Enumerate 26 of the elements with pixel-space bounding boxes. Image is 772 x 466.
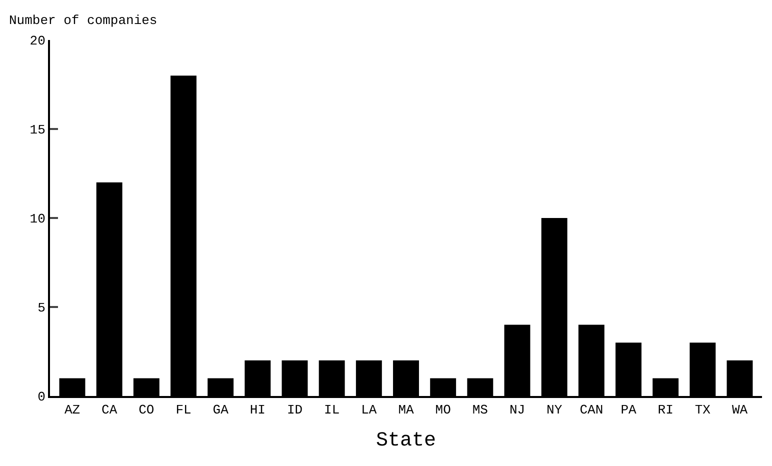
x-tick-label: NJ [509, 402, 526, 418]
x-tick-label: RI [658, 402, 674, 418]
x-tick-label: WA [732, 402, 748, 418]
x-tick-label: CAN [580, 402, 604, 418]
x-tick-label: ID [286, 402, 303, 418]
x-tick-label: TX [694, 402, 711, 418]
x-tick-label: MA [398, 402, 414, 418]
y-tick-label: 20 [30, 34, 46, 49]
x-tick-label: CO [138, 402, 154, 418]
x-tick-label: PA [620, 402, 636, 418]
x-tick-label: HI [250, 402, 266, 418]
y-tick-label: 10 [30, 212, 46, 227]
y-tick-label: 0 [38, 390, 46, 405]
x-tick-label: LA [361, 402, 377, 418]
y-tick-label: 15 [30, 122, 46, 138]
y-tick-label: 5 [38, 300, 46, 316]
x-tick-label: MS [472, 402, 488, 418]
y-axis-title: Number of companies [9, 13, 158, 28]
x-axis-title: State [376, 430, 436, 453]
x-tick-label: CA [102, 402, 118, 418]
x-tick-label: GA [212, 402, 229, 418]
x-tick-label: NY [546, 402, 562, 418]
x-tick-label: IL [324, 402, 340, 418]
x-tick-label: FL [176, 402, 192, 418]
x-tick-label: MO [435, 402, 452, 418]
x-tick-label: AZ [64, 402, 80, 418]
